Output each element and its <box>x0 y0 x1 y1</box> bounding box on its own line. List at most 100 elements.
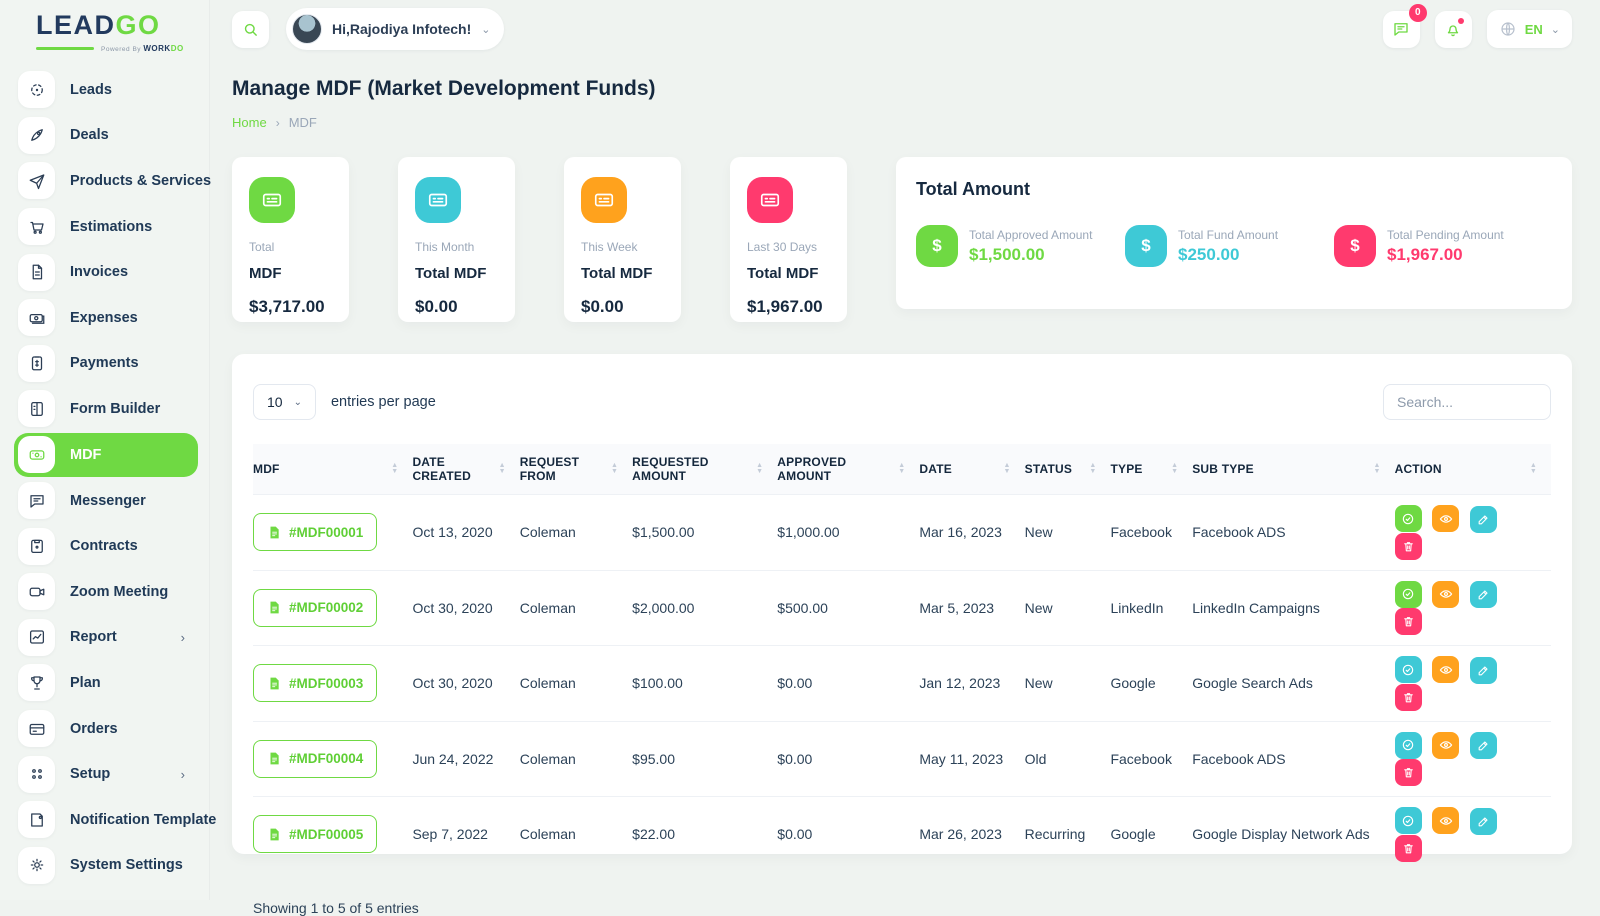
amount-value: $1,967.00 <box>1387 244 1463 264</box>
sidebar-item-zoom-meeting[interactable]: Zoom Meeting <box>14 569 198 615</box>
sidebar-item-label: Estimations <box>70 218 153 235</box>
view-button[interactable] <box>1432 505 1460 533</box>
entries-per-page-value: 10 <box>267 394 283 411</box>
sidebar-item-expenses[interactable]: Expenses <box>14 295 198 341</box>
check-circle-icon <box>1402 664 1414 675</box>
topbar: Hi,Rajodiya Infotech! ⌄ 0 EN ⌄ <box>232 3 1572 50</box>
mdf-id-button[interactable]: #MDF00004 <box>253 739 378 778</box>
sidebar-item-contracts[interactable]: Contracts <box>14 523 198 569</box>
table-row: #MDF00001 Oct 13, 2020 Coleman $1,500.00… <box>253 494 1551 571</box>
approve-button[interactable] <box>1394 505 1422 533</box>
cell-date-created: Oct 30, 2020 <box>412 569 520 646</box>
sidebar-item-setup[interactable]: Setup › <box>14 751 198 797</box>
sidebar-item-label: Zoom Meeting <box>70 583 169 600</box>
delete-button[interactable] <box>1394 608 1422 636</box>
document-icon <box>270 526 279 539</box>
column-header-type[interactable]: TYPE ▲ ▼ <box>1110 444 1193 495</box>
search-button[interactable] <box>232 10 269 48</box>
breadcrumb-home-link[interactable]: Home <box>232 115 267 131</box>
delete-button[interactable] <box>1394 532 1422 560</box>
mdf-table: MDF ▲ ▼ DATE CREATED ▲ ▼ REQUEST FROM ▲ ▼ REQU… <box>253 444 1551 872</box>
mdf-id-button[interactable]: #MDF00003 <box>253 664 378 703</box>
approve-button[interactable] <box>1394 656 1422 684</box>
view-button[interactable] <box>1432 731 1460 759</box>
entries-per-page-select[interactable]: 10 ⌄ <box>253 384 316 421</box>
bell-icon <box>1444 20 1462 38</box>
approve-button[interactable] <box>1394 807 1422 835</box>
sidebar-item-label: MDF <box>70 446 102 463</box>
chevron-right-icon: › <box>180 766 185 782</box>
messages-button[interactable]: 0 <box>1382 3 1427 48</box>
column-header-action[interactable]: ACTION ▲ ▼ <box>1394 444 1551 495</box>
column-header-approved-amount[interactable]: APPROVED AMOUNT ▲ ▼ <box>777 444 920 495</box>
sidebar-item-orders[interactable]: Orders <box>14 706 198 752</box>
edit-button[interactable] <box>1470 656 1498 684</box>
sidebar-item-plan[interactable]: Plan <box>14 660 198 706</box>
cell-status: New <box>1024 645 1111 722</box>
sidebar-item-report[interactable]: Report › <box>14 615 198 661</box>
sidebar-item-notification-template[interactable]: Notification Template <box>14 797 216 843</box>
page-title: Manage MDF (Market Development Funds) <box>232 77 656 100</box>
sidebar-item-payments[interactable]: Payments <box>14 341 198 387</box>
powered-by-label: Powered By WORKDO <box>101 44 184 53</box>
brand-go: GO <box>115 10 161 40</box>
search-input[interactable] <box>1383 384 1551 421</box>
cell-date-created: Sep 7, 2022 <box>412 796 520 872</box>
sidebar-item-estimations[interactable]: Estimations <box>14 204 198 250</box>
column-header-date-created[interactable]: DATE CREATED ▲ ▼ <box>412 444 520 495</box>
edit-button[interactable] <box>1470 505 1498 533</box>
view-button[interactable] <box>1432 656 1460 684</box>
cell-sub-type: Facebook ADS <box>1192 720 1395 797</box>
edit-button[interactable] <box>1470 732 1498 760</box>
sidebar-item-mdf[interactable]: MDF <box>14 432 198 477</box>
user-menu[interactable]: Hi,Rajodiya Infotech! ⌄ <box>286 8 505 50</box>
sidebar-item-form-builder[interactable]: Form Builder <box>14 386 198 432</box>
sidebar-item-deals[interactable]: Deals <box>14 113 198 159</box>
sidebar-item-label: Report <box>70 629 117 646</box>
sidebar-item-products-services[interactable]: Products & Services <box>14 158 211 204</box>
language-selector[interactable]: EN ⌄ <box>1486 10 1572 48</box>
delete-button[interactable] <box>1394 759 1422 787</box>
cell-status: New <box>1024 569 1111 646</box>
sidebar-item-invoices[interactable]: Invoices <box>14 249 198 295</box>
column-header-date[interactable]: DATE ▲ ▼ <box>919 444 1025 495</box>
user-greeting: Hi,Rajodiya Infotech! <box>332 21 472 37</box>
delete-button[interactable] <box>1394 683 1422 711</box>
column-header-status[interactable]: STATUS ▲ ▼ <box>1024 444 1111 495</box>
stat-label: Total MDF <box>415 265 487 283</box>
delete-button[interactable] <box>1394 834 1422 862</box>
cheque-icon <box>249 177 295 224</box>
brand-lead: LEAD <box>36 10 116 40</box>
sidebar-item-messenger[interactable]: Messenger <box>14 478 198 524</box>
view-button[interactable] <box>1432 580 1460 608</box>
sidebar-item-leads[interactable]: Leads <box>14 67 198 113</box>
approve-button[interactable] <box>1394 731 1422 759</box>
mdf-id-button[interactable]: #MDF00005 <box>253 815 378 854</box>
edit-button[interactable] <box>1470 807 1498 835</box>
mdf-id-button[interactable]: #MDF00002 <box>253 588 378 627</box>
cell-status: New <box>1024 494 1111 571</box>
edit-button[interactable] <box>1470 581 1498 609</box>
stat-period: Last 30 Days <box>747 240 818 255</box>
document-icon <box>270 601 279 614</box>
column-header-mdf[interactable]: MDF ▲ ▼ <box>253 444 413 495</box>
sidebar-item-system-settings[interactable]: System Settings <box>14 843 198 889</box>
table-row: #MDF00004 Jun 24, 2022 Coleman $95.00 $0… <box>253 720 1551 797</box>
view-button[interactable] <box>1432 807 1460 835</box>
approve-button[interactable] <box>1394 580 1422 608</box>
money-icon <box>18 436 55 474</box>
mdf-id-button[interactable]: #MDF00001 <box>253 513 378 552</box>
amount-value: $1,500.00 <box>969 244 1045 264</box>
notifications-button[interactable] <box>1434 10 1472 48</box>
column-header-request-from[interactable]: REQUEST FROM ▲ ▼ <box>519 444 633 495</box>
table-header-row: MDF ▲ ▼ DATE CREATED ▲ ▼ REQUEST FROM ▲ ▼ REQU… <box>253 444 1551 495</box>
column-header-requested-amount[interactable]: REQUESTED AMOUNT ▲ ▼ <box>632 444 778 495</box>
cell-date: Mar 5, 2023 <box>919 569 1025 646</box>
stat-amount: $0.00 <box>415 297 458 317</box>
sidebar-nav: Leads Deals Products & Services Estimati… <box>14 67 216 889</box>
stat-card-last-30-days: Last 30 Days Total MDF $1,967.00 <box>730 157 847 323</box>
brand-logo[interactable]: LEADGO Powered By WORKDO <box>14 12 209 53</box>
eye-icon <box>1439 816 1453 825</box>
column-header-sub-type[interactable]: SUB TYPE ▲ ▼ <box>1192 444 1395 495</box>
